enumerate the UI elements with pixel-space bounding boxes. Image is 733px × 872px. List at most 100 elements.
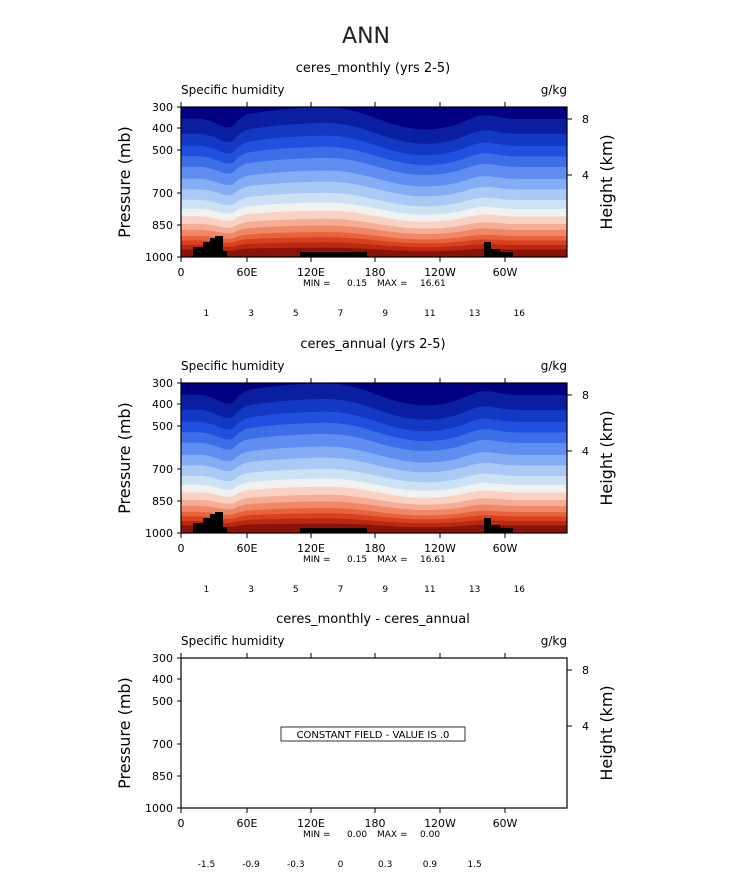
panel-1: ceres_monthly (yrs 2-5) Specific humidity… [115, 61, 616, 319]
x-tick-label: 60W [493, 266, 518, 279]
min-label: MIN = [303, 279, 331, 289]
max-label: MAX = [377, 830, 408, 840]
plot-frame [180, 382, 568, 534]
land-mask [491, 249, 500, 257]
y-tick-label: 1000 [145, 251, 173, 264]
colorbar-label: 11 [424, 309, 435, 319]
x-tick-label: 60E [237, 266, 258, 279]
y-tick-label: 700 [152, 738, 173, 751]
field-label: Specific humidity [181, 634, 285, 648]
land-mask [300, 528, 322, 533]
x-tick-label: 0 [178, 266, 185, 279]
land-mask [484, 518, 491, 533]
x-tick-label: 0 [178, 542, 185, 555]
panel-2: ceres_annual (yrs 2-5) Specific humidity g… [115, 337, 616, 595]
colorbar-label: 3 [248, 585, 254, 595]
land-mask [500, 528, 513, 533]
colorbar-label: 1 [204, 585, 210, 595]
max-label: MAX = [377, 279, 408, 289]
colorbar-label: 11 [424, 585, 435, 595]
y-tick-label: 1000 [145, 527, 173, 540]
x-tick-label: 60W [493, 817, 518, 830]
units-label: g/kg [541, 83, 567, 97]
constant-field-message: CONSTANT FIELD - VALUE IS .0 [297, 730, 450, 741]
humidity-field [181, 383, 567, 533]
y-tick-label: 700 [152, 463, 173, 476]
colorbar-label: 7 [338, 309, 344, 319]
x-tick-label: 180 [365, 266, 386, 279]
max-value: 0.00 [420, 830, 440, 840]
colorbar-label: 13 [469, 585, 480, 595]
x-tick-label: 60E [237, 542, 258, 555]
land-mask [322, 252, 342, 257]
plot-frame [180, 657, 568, 809]
y-right-tick-label: 4 [582, 445, 589, 458]
y-tick-label: 500 [152, 420, 173, 433]
x-tick-label: 60W [493, 542, 518, 555]
y-tick-label: 300 [152, 377, 173, 390]
colorbar-label: 1.5 [467, 860, 481, 870]
colorbar-label: 13 [469, 309, 480, 319]
y-tick-label: 400 [152, 122, 173, 135]
land-mask [193, 523, 203, 533]
y-tick-label: 500 [152, 144, 173, 157]
land-mask [210, 514, 215, 533]
y-axis-title: Pressure (mb) [115, 677, 134, 789]
colorbar-label: 0.3 [378, 860, 392, 870]
colorbar-label: 5 [293, 585, 299, 595]
x-tick-label: 120W [424, 817, 456, 830]
colorbar-label: 9 [382, 309, 388, 319]
land-mask [203, 242, 210, 257]
colorbar-label: -0.9 [242, 860, 260, 870]
x-tick-label: 180 [365, 817, 386, 830]
land-mask [223, 527, 227, 533]
y-tick-label: 1000 [145, 802, 173, 815]
panel-title: ceres_monthly - ceres_annual [276, 612, 470, 627]
x-tick-label: 120W [424, 542, 456, 555]
land-mask [193, 247, 203, 257]
colorbar-label: -1.5 [198, 860, 216, 870]
min-value: 0.00 [347, 830, 367, 840]
plot-frame [180, 106, 568, 258]
min-value: 0.15 [347, 555, 367, 565]
message-box [280, 726, 466, 742]
y-right-axis-title: Height (km) [597, 685, 616, 780]
colorbar-label: 7 [338, 585, 344, 595]
max-value: 16.61 [420, 279, 446, 289]
field-label: Specific humidity [181, 359, 285, 373]
y-tick-label: 300 [152, 101, 173, 114]
band-16 [181, 523, 567, 533]
land-mask [223, 251, 227, 257]
humidity-field [181, 107, 567, 257]
land-mask [203, 518, 210, 533]
y-tick-label: 700 [152, 187, 173, 200]
y-tick-label: 850 [152, 219, 173, 232]
x-tick-label: 120E [297, 817, 325, 830]
y-right-tick-label: 4 [582, 169, 589, 182]
y-right-tick-label: 8 [582, 113, 589, 126]
land-mask [322, 528, 342, 533]
colorbar-label: 0.9 [423, 860, 438, 870]
y-right-tick-label: 4 [582, 720, 589, 733]
x-tick-label: 120E [297, 542, 325, 555]
panel-title: ceres_monthly (yrs 2-5) [296, 61, 450, 76]
colorbar-label: 16 [514, 585, 526, 595]
colorbar-label: 16 [514, 309, 526, 319]
panel-3: ceres_monthly - ceres_annual Specific hum… [115, 612, 616, 870]
land-mask [500, 252, 513, 257]
units-label: g/kg [541, 634, 567, 648]
colorbar-label: 5 [293, 309, 299, 319]
land-mask [215, 512, 223, 533]
x-tick-label: 180 [365, 542, 386, 555]
y-tick-label: 500 [152, 695, 173, 708]
max-label: MAX = [377, 555, 408, 565]
y-right-axis-title: Height (km) [597, 410, 616, 505]
y-tick-label: 300 [152, 652, 173, 665]
field-label: Specific humidity [181, 83, 285, 97]
x-tick-label: 60E [237, 817, 258, 830]
y-right-tick-label: 8 [582, 389, 589, 402]
land-mask [342, 528, 367, 533]
y-tick-label: 850 [152, 495, 173, 508]
y-tick-label: 850 [152, 770, 173, 783]
